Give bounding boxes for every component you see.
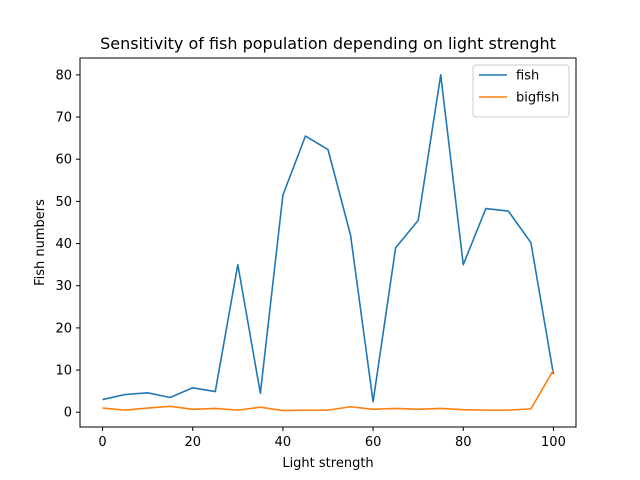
legend-label-bigfish: bigfish (516, 91, 559, 106)
legend-box (472, 64, 570, 118)
y-tick-label: 60 (55, 153, 72, 168)
y-axis: 0 10 20 30 40 50 60 70 80 (55, 68, 80, 421)
x-tick-label: 100 (541, 435, 566, 450)
y-tick-label: 10 (55, 364, 72, 379)
y-tick-label: 40 (55, 237, 72, 252)
x-tick-label: 0 (98, 435, 106, 450)
plot-area (80, 58, 576, 427)
x-axis-label: Light strength (282, 456, 373, 471)
y-tick-label: 70 (55, 111, 72, 126)
y-tick-label: 50 (55, 195, 72, 210)
chart-title: Sensitivity of fish population depending… (100, 34, 556, 53)
legend-label-fish: fish (516, 69, 539, 84)
y-tick-label: 0 (64, 406, 72, 421)
x-tick-label: 60 (365, 435, 382, 450)
series-line-bigfish (102, 369, 555, 412)
x-tick-label: 80 (455, 435, 472, 450)
series-lines (102, 74, 555, 412)
x-tick-label: 40 (275, 435, 292, 450)
x-axis: 0 20 40 60 80 100 (98, 427, 566, 450)
y-axis-label: Fish numbers (33, 199, 48, 286)
plot-border (79, 57, 577, 428)
legend: fish bigfish (472, 64, 570, 118)
y-tick-label: 20 (55, 321, 72, 336)
y-tick-label: 80 (55, 68, 72, 83)
x-tick-label: 20 (184, 435, 201, 450)
series-line-fish (102, 74, 555, 403)
y-tick-label: 30 (55, 279, 72, 294)
